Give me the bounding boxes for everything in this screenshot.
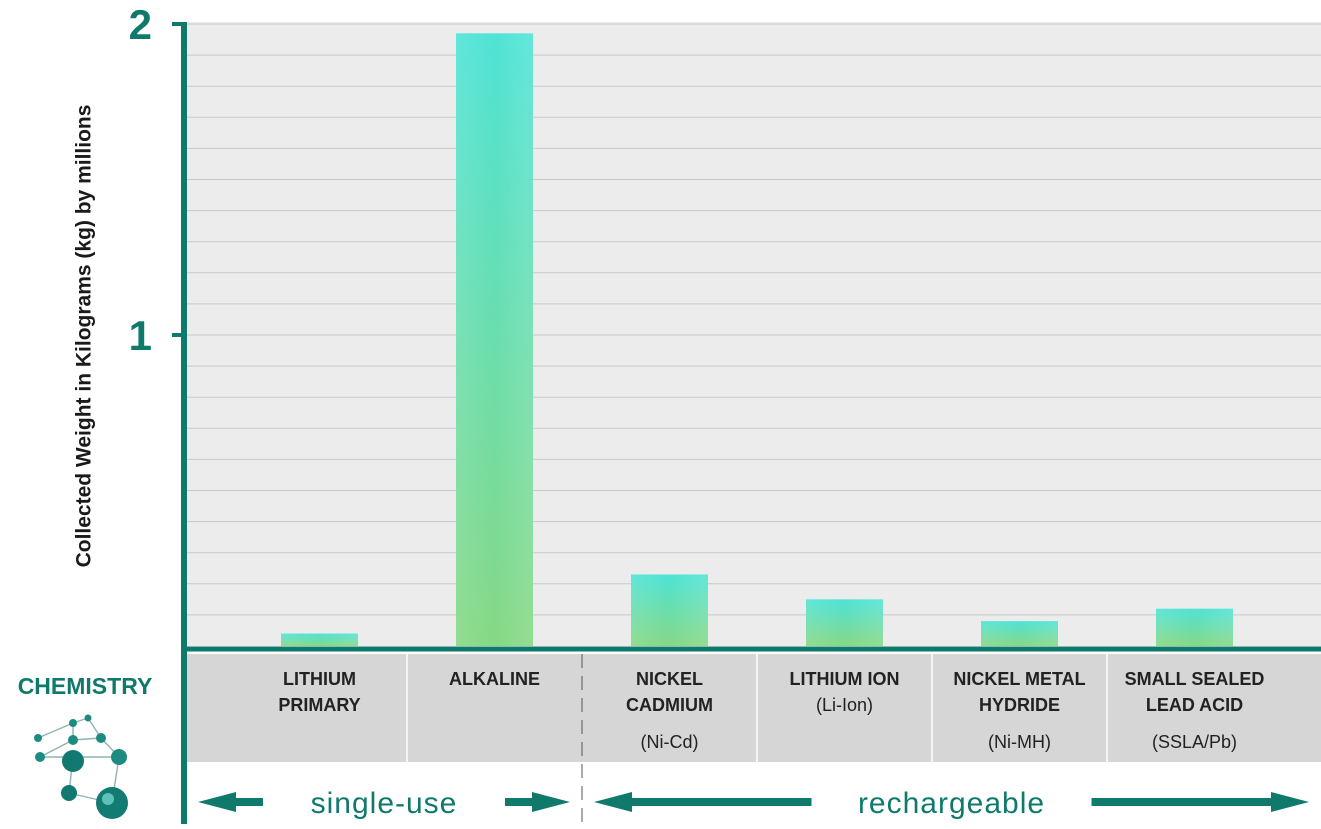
category-sublabel: (Ni-Cd) [641, 732, 699, 752]
gridlines [186, 23, 1321, 616]
category-label: HYDRIDE [979, 695, 1060, 715]
arrow-right [1091, 792, 1309, 812]
y-ticks: 12 [129, 1, 184, 359]
bar-sheen [456, 33, 533, 646]
category-label: PRIMARY [278, 695, 360, 715]
category-sublabel: (SSLA/Pb) [1152, 732, 1237, 752]
category-label: NICKEL METAL [953, 669, 1085, 689]
category-sublabel: (Li-Ion) [816, 695, 873, 715]
y-axis-label: Collected Weight in Kilograms (kg) by mi… [73, 105, 96, 568]
group-label: rechargeable [858, 787, 1045, 820]
category-label: CADMIUM [626, 695, 713, 715]
bar-sheen [1156, 608, 1233, 646]
plot-area [186, 22, 1321, 646]
category-label: ALKALINE [449, 669, 540, 689]
y-tick-label: 2 [129, 1, 152, 48]
category-label: LITHIUM [283, 669, 356, 689]
group-label: single-use [311, 787, 458, 820]
bar-sheen [631, 574, 708, 646]
category-label: LEAD ACID [1146, 695, 1243, 715]
molecule-network-icon [34, 714, 128, 819]
y-tick-label: 1 [129, 312, 152, 359]
bar-sheen [281, 633, 358, 646]
arrow-left [198, 792, 263, 812]
bar-sheen [981, 621, 1058, 646]
category-sublabel: (Ni-MH) [988, 732, 1051, 752]
bar-sheen [806, 599, 883, 646]
category-labels: LITHIUM PRIMARY ALKALINE NICKEL CADMIUM (Ni-C… [278, 654, 1264, 824]
category-band [186, 654, 1321, 762]
group-arrows: single-use rechargeable [198, 787, 1309, 820]
chemistry-caption: CHEMISTRY [18, 673, 153, 699]
category-label: LITHIUM ION [790, 669, 900, 689]
bars [281, 33, 1233, 646]
category-label: NICKEL [636, 669, 703, 689]
category-label: SMALL SEALED [1125, 669, 1265, 689]
arrow-left [594, 792, 812, 812]
arrow-right [505, 792, 570, 812]
